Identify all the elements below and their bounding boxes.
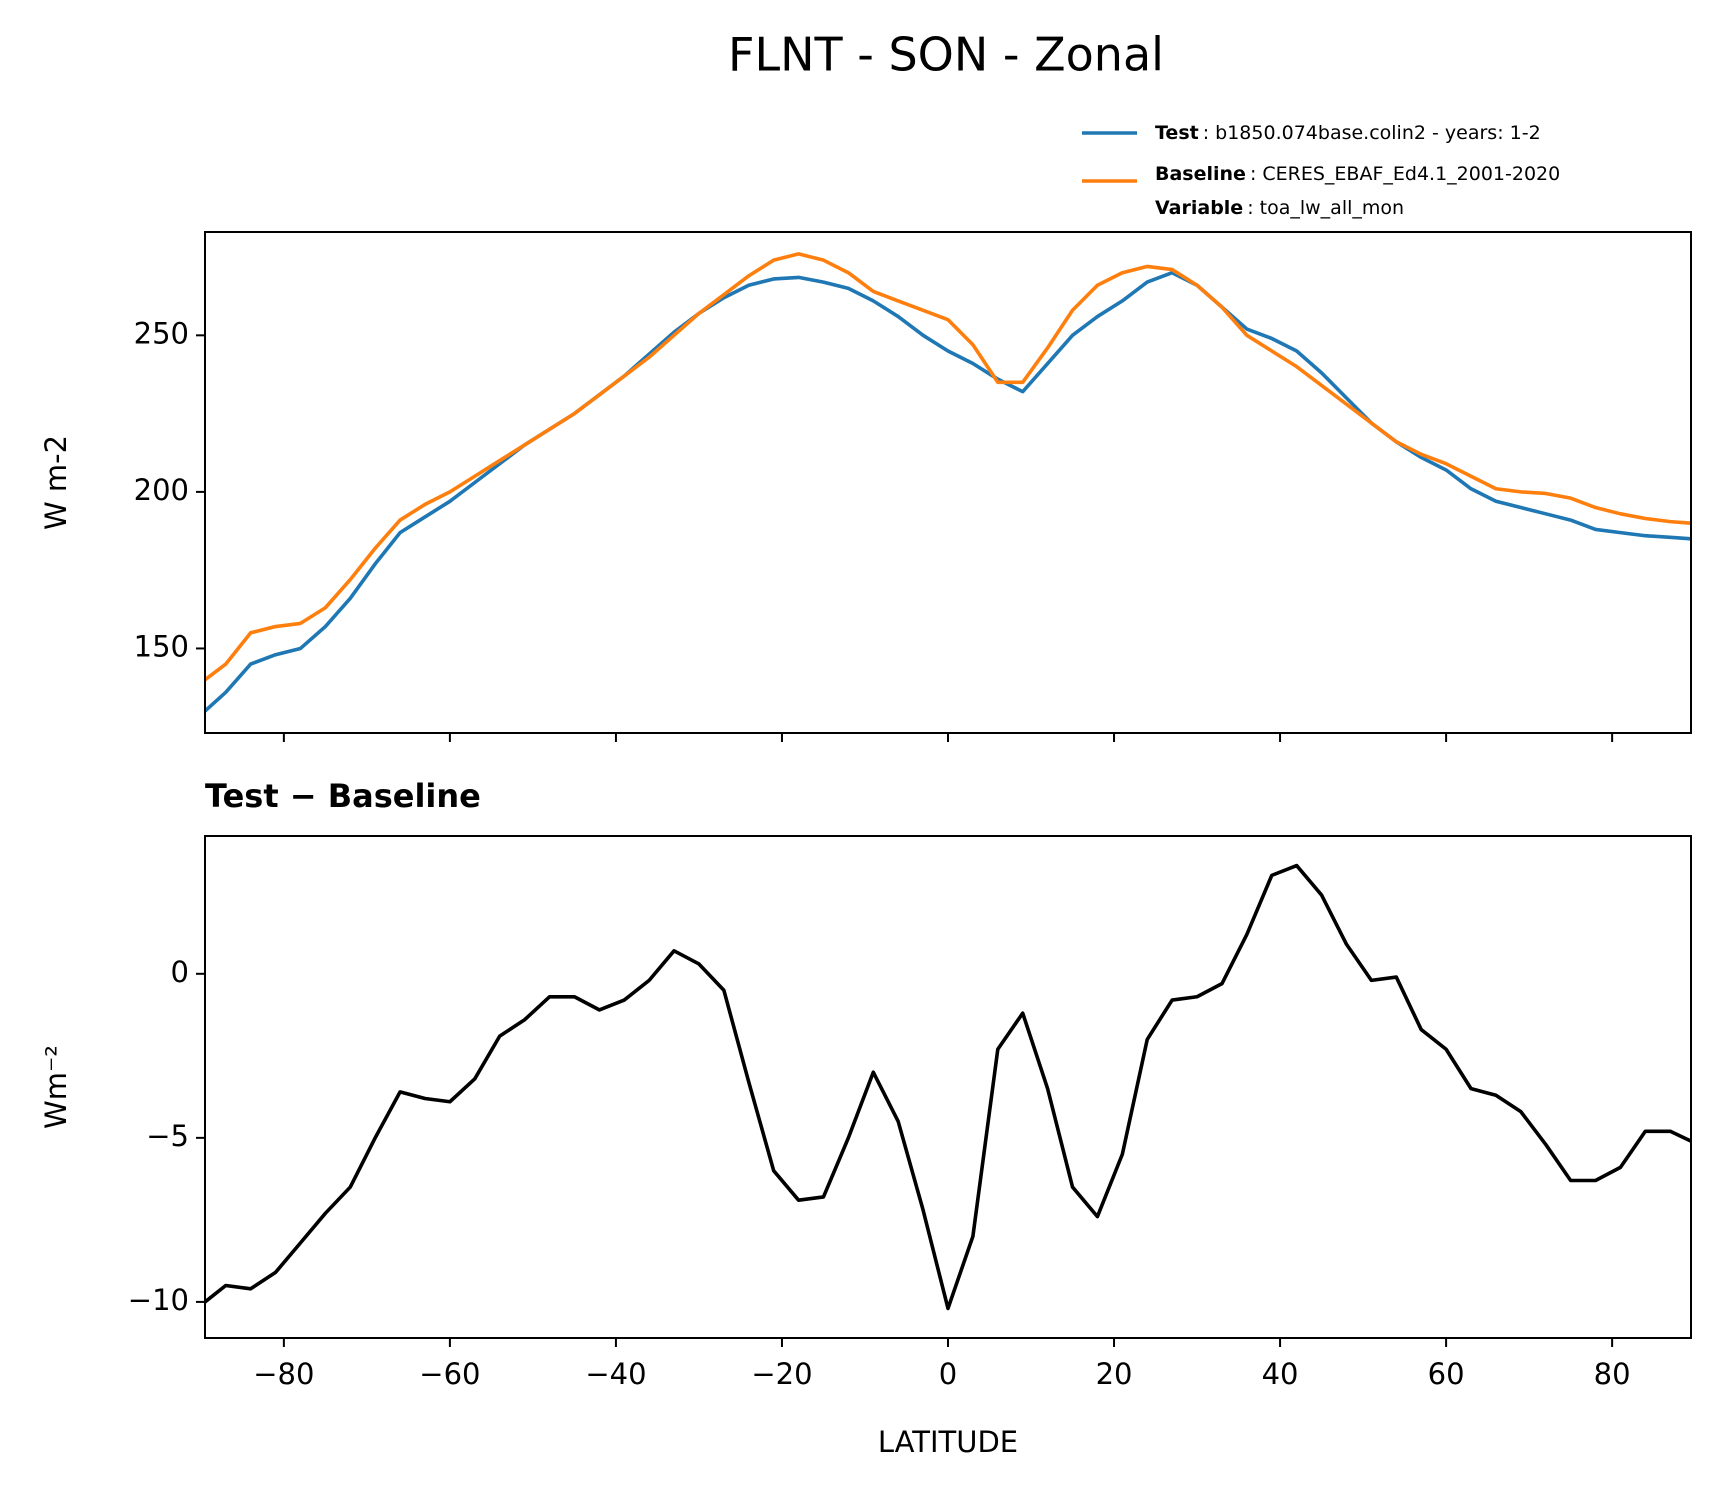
legend-label: : CERES_EBAF_Ed4.1_2001-2020 (1250, 163, 1560, 185)
y-axis-label: Wm⁻² (39, 1045, 73, 1129)
y-tick-label: 250 (134, 316, 189, 350)
legend-entry: Baseline: CERES_EBAF_Ed4.1_2001-2020 (1155, 163, 1560, 185)
y-tick-label: −10 (128, 1283, 189, 1317)
legend-label: : b1850.074base.colin2 - years: 1-2 (1203, 122, 1541, 144)
legend-label: : toa_lw_all_mon (1247, 197, 1404, 219)
x-tick-label: −20 (751, 1357, 812, 1391)
y-tick-label: 150 (134, 629, 189, 663)
y-tick-label: 200 (134, 473, 189, 507)
y-tick-label: −5 (146, 1119, 189, 1153)
legend-entry: Variable: toa_lw_all_mon (1155, 197, 1404, 219)
series-line (205, 863, 1691, 1311)
figure-title: FLNT - SON - Zonal (728, 28, 1164, 82)
axes-frame (204, 835, 1692, 1339)
legend-name: Test (1155, 122, 1199, 144)
legend-name: Variable (1155, 197, 1243, 219)
axes-frame (204, 231, 1692, 734)
x-tick-label: −60 (419, 1357, 480, 1391)
series-line (205, 270, 1691, 713)
x-tick-label: 0 (939, 1357, 957, 1391)
x-tick-label: −80 (253, 1357, 314, 1391)
x-tick-label: 20 (1096, 1357, 1133, 1391)
x-tick-label: −40 (585, 1357, 646, 1391)
y-tick-label: 0 (171, 955, 189, 989)
series-line (205, 252, 1691, 682)
subplot-title: Test − Baseline (205, 777, 481, 815)
x-tick-label: 60 (1428, 1357, 1465, 1391)
legend-name: Baseline (1155, 163, 1246, 185)
legend-entry: Test: b1850.074base.colin2 - years: 1-2 (1155, 122, 1541, 144)
x-tick-label: 40 (1262, 1357, 1299, 1391)
x-axis-label: LATITUDE (878, 1425, 1018, 1459)
x-tick-label: 80 (1594, 1357, 1631, 1391)
y-axis-label: W m-2 (39, 435, 73, 530)
